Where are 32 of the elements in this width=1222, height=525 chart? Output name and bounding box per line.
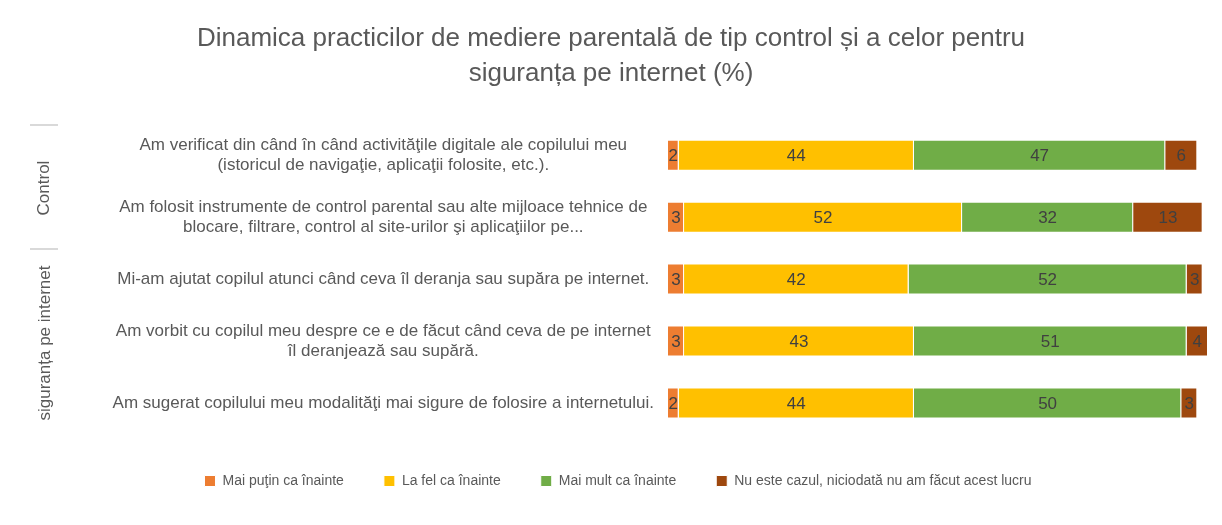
data-label: 50 — [1038, 393, 1058, 413]
chart-title: Dinamica practicilor de mediere parentală de tip control și a celor pentru siguranța pe internet (%) — [195, 21, 1027, 90]
data-label: 6 — [1176, 146, 1186, 166]
text: siguranța pe internet — [34, 265, 54, 421]
legend-label: Mai mult ca înainte — [558, 472, 677, 489]
data-label: 2 — [668, 146, 679, 166]
data-label: 13 — [1158, 208, 1178, 228]
data-label: 3 — [1189, 269, 1200, 289]
text: Control — [34, 160, 54, 216]
data-label: 47 — [1030, 146, 1050, 166]
data-label: 3 — [1184, 393, 1195, 413]
legend-label: La fel ca înainte — [401, 472, 501, 489]
data-label: 32 — [1038, 208, 1058, 228]
y-tick-label: Am sugerat copilului meu modalităţi mai sigure de folosire a internetului. — [112, 392, 654, 412]
data-label: 4 — [1192, 331, 1203, 351]
y-tick-label: Mi-am ajutat copilul atunci când ceva îl deranja sau supăra pe internet. — [117, 268, 650, 288]
y-tick-label: Am vorbit cu copilul meu despre ce e de făcut când ceva de pe internet îl deranjează sau supără. — [115, 320, 651, 361]
data-label: 44 — [786, 393, 806, 413]
data-label: 52 — [1038, 269, 1058, 289]
data-label: 3 — [671, 208, 681, 228]
data-label: 43 — [789, 331, 809, 351]
data-label: 51 — [1040, 331, 1060, 351]
data-label: 52 — [813, 208, 833, 228]
legend-label: Mai puţin ca înainte — [222, 472, 345, 489]
legend-label: Nu este cazul, niciodată nu am făcut acest lucru — [734, 472, 1032, 489]
y-tick-label: Am folosit instrumente de control parental sau alte mijloace tehnice de blocare, filtrare, control al site-urilor şi aplicaţiilor pe... — [119, 196, 648, 237]
data-label: 44 — [786, 146, 806, 166]
data-label: 3 — [671, 331, 681, 351]
data-label: 2 — [668, 393, 679, 413]
data-label: 3 — [671, 269, 681, 289]
data-label: 42 — [786, 269, 806, 289]
y-tick-label: Am verificat din când în când activităţile digitale ale copilului meu (istoricul de navigaţie, aplicaţii folosite, etc.). — [139, 134, 628, 175]
